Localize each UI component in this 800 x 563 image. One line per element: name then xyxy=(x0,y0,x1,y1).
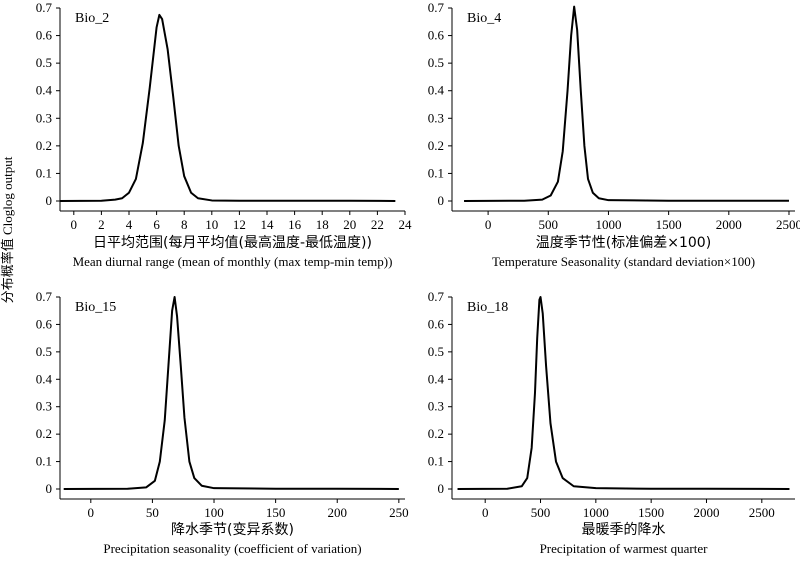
x-tick-label: 2500 xyxy=(749,505,775,520)
x-tick-label: 150 xyxy=(266,505,286,520)
x-tick-label: 100 xyxy=(204,505,224,520)
y-tick-label: 0.7 xyxy=(428,289,445,304)
x-tick-label: 10 xyxy=(205,217,218,232)
y-tick-label: 0.3 xyxy=(36,110,52,125)
chart-panel-4: 0 0.1 0.2 0.3 0.4 0.5 0.6 0.7 0 500 1000 1500 2000 25… xyxy=(428,289,795,556)
x-tick-label: 1000 xyxy=(595,217,621,232)
y-tick-label: 0.4 xyxy=(428,371,445,386)
y-tick-label: 0.4 xyxy=(36,371,53,386)
y-tick-label: 0.5 xyxy=(428,55,444,70)
panel-label: Bio_18 xyxy=(467,300,508,315)
y-tick-label: 0.1 xyxy=(428,454,444,469)
y-tick-label: 0.2 xyxy=(428,426,444,441)
y-tick-label: 0 xyxy=(438,481,445,496)
y-tick-label: 0.6 xyxy=(36,316,53,331)
x-tick-label: 200 xyxy=(327,505,347,520)
y-tick-label: 0.5 xyxy=(428,344,444,359)
response-curve xyxy=(464,5,789,202)
chart-panel-3: 0 0.1 0.2 0.3 0.4 0.5 0.6 0.7 0 50 100 150 200 250 Bio… xyxy=(36,289,409,556)
x-tick-label: 20 xyxy=(343,217,356,232)
x-tick-label: 2500 xyxy=(776,217,800,232)
y-tick-label: 0.5 xyxy=(36,55,52,70)
y-tick-label: 0.3 xyxy=(428,399,444,414)
chart-panel-2: 0 0.1 0.2 0.3 0.4 0.5 0.6 0.7 0 500 1000 1500 2000 25… xyxy=(428,0,800,269)
y-tick-label: 0.4 xyxy=(36,83,53,98)
x-tick-label: 0 xyxy=(485,217,492,232)
y-tick-label: 0.4 xyxy=(428,83,445,98)
x-axis-label-en: Temperature Seasonality (standard deviat… xyxy=(492,254,755,269)
x-tick-label: 500 xyxy=(539,217,559,232)
x-tick-label: 16 xyxy=(288,217,302,232)
y-tick-label: 0.6 xyxy=(36,28,53,43)
x-tick-label: 1000 xyxy=(583,505,609,520)
y-tick-label: 0.1 xyxy=(36,165,52,180)
x-tick-label: 2000 xyxy=(693,505,719,520)
y-tick-label: 0.7 xyxy=(428,0,445,15)
x-tick-label: 2 xyxy=(98,217,105,232)
x-tick-label: 2000 xyxy=(716,217,742,232)
x-axis-label-cn: 温度季节性(标准偏差×100) xyxy=(536,235,711,251)
x-tick-label: 14 xyxy=(261,217,275,232)
x-axis-label-cn: 日平均范围(每月平均值(最高温度-最低温度)) xyxy=(93,234,372,251)
x-axis-label-en: Mean diurnal range (mean of monthly (max… xyxy=(73,254,393,269)
x-tick-label: 6 xyxy=(153,217,160,232)
x-axis-label-cn: 降水季节(变异系数) xyxy=(171,522,294,538)
x-tick-label: 18 xyxy=(316,217,329,232)
y-tick-label: 0.3 xyxy=(36,399,52,414)
response-curve xyxy=(59,13,396,202)
y-tick-label: 0.7 xyxy=(36,289,53,304)
x-axis-label-cn: 最暖季的降水 xyxy=(582,522,666,538)
y-tick-label: 0.2 xyxy=(36,426,52,441)
y-tick-label: 0 xyxy=(46,193,53,208)
y-tick-label: 0.2 xyxy=(36,138,52,153)
x-tick-label: 500 xyxy=(531,505,551,520)
y-tick-label: 0 xyxy=(46,481,53,496)
y-tick-label: 0.6 xyxy=(428,316,445,331)
x-axis-label-en: Precipitation of warmest quarter xyxy=(540,541,709,556)
panel-label: Bio_4 xyxy=(467,11,501,26)
x-tick-label: 1500 xyxy=(638,505,664,520)
x-tick-label: 0 xyxy=(482,505,489,520)
response-curve xyxy=(63,296,399,490)
chart-panel-1: 00.10.20.30.40.50.60.70 2 4 6 8 10 12 14 16 18 20 2… xyxy=(36,0,412,269)
y-tick-label: 0.3 xyxy=(428,110,444,125)
x-tick-label: 8 xyxy=(181,217,188,232)
x-tick-label: 12 xyxy=(233,217,246,232)
y-tick-label: 0.5 xyxy=(36,344,52,359)
x-tick-label: 250 xyxy=(389,505,409,520)
y-tick-label: 0.1 xyxy=(36,454,52,469)
x-tick-label: 0 xyxy=(71,217,78,232)
x-axis-label-en: Precipitation seasonality (coefficient o… xyxy=(103,541,361,556)
x-tick-label: 4 xyxy=(126,217,133,232)
x-tick-label: 22 xyxy=(371,217,384,232)
y-tick-label: 0.6 xyxy=(428,28,445,43)
y-tick-label: 0 xyxy=(438,193,445,208)
y-tick-label: 0.2 xyxy=(428,138,444,153)
panel-label: Bio_15 xyxy=(75,300,116,315)
y-axis-label: 分布概率值 Cloglog output xyxy=(0,156,15,303)
y-tick-label: 0.7 xyxy=(36,0,53,15)
response-curve xyxy=(457,296,790,490)
x-tick-label: 0 xyxy=(88,505,95,520)
panel-label: Bio_2 xyxy=(75,11,109,26)
x-tick-label: 24 xyxy=(399,217,413,232)
x-tick-label: 50 xyxy=(146,505,159,520)
x-tick-label: 1500 xyxy=(656,217,682,232)
y-tick-label: 0.1 xyxy=(428,165,444,180)
